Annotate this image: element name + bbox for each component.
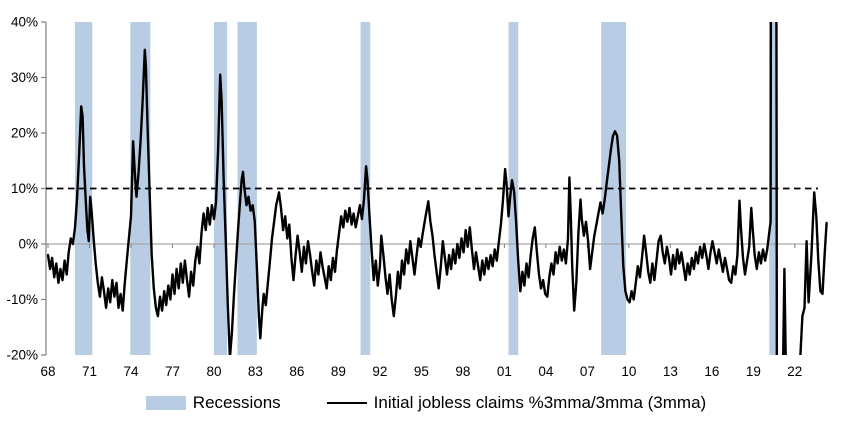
x-tick-label: 68 — [40, 364, 55, 379]
legend-item-claims: Initial jobless claims %3mma/3mma (3mma) — [326, 393, 707, 412]
x-tick-label: 04 — [538, 364, 554, 379]
legend: Recessions Initial jobless claims %3mma/… — [0, 394, 852, 411]
y-tick-label: 10% — [11, 181, 38, 196]
x-tick-label: 74 — [123, 364, 139, 379]
claims-series-polyline — [46, 22, 828, 355]
x-tick-label: 92 — [372, 364, 387, 379]
legend-item-recessions: Recessions — [145, 393, 281, 412]
x-tick-label: 19 — [746, 364, 761, 379]
x-tick-label: 83 — [248, 364, 263, 379]
x-tick-label: 80 — [206, 364, 221, 379]
x-tick-label: 07 — [580, 364, 595, 379]
y-tick-label: 40% — [11, 15, 38, 30]
x-tick-label: 89 — [331, 364, 346, 379]
x-tick-label: 13 — [663, 364, 678, 379]
y-axis — [41, 21, 47, 356]
recession-band-swatch — [145, 395, 186, 410]
series-line-swatch — [326, 401, 367, 404]
legend-label-claims: Initial jobless claims %3mma/3mma (3mma) — [373, 393, 707, 412]
x-tick-label: 86 — [289, 364, 304, 379]
x-tick-label: 16 — [704, 364, 719, 379]
claims-line — [46, 22, 828, 355]
plot-area: 68 71 74 77 80 83 86 89 92 95 98 01 04 07 10 13 16 19 22 4… — [6, 15, 828, 379]
y-tick-label: 20% — [11, 126, 38, 141]
y-tick-label: -10% — [6, 292, 38, 307]
x-axis-labels: 68 71 74 77 80 83 86 89 92 95 98 01 04 07 10 13 16 19 22 — [40, 364, 802, 379]
y-axis-labels: 40% 30% 20% 10% 0% -10% -20% — [6, 15, 38, 363]
x-tick-label: 77 — [165, 364, 180, 379]
x-tick-label: 98 — [455, 364, 470, 379]
y-tick-label: 30% — [11, 70, 38, 85]
recession-band — [213, 22, 228, 355]
x-tick-label: 01 — [497, 364, 512, 379]
x-tick-label: 22 — [787, 364, 802, 379]
y-tick-label: 0% — [18, 237, 38, 252]
x-tick-label: 71 — [82, 364, 97, 379]
y-tick-label: -20% — [6, 348, 38, 363]
legend-label-recessions: Recessions — [192, 393, 281, 412]
x-tick-label: 95 — [414, 364, 429, 379]
x-tick-label: 10 — [621, 364, 636, 379]
